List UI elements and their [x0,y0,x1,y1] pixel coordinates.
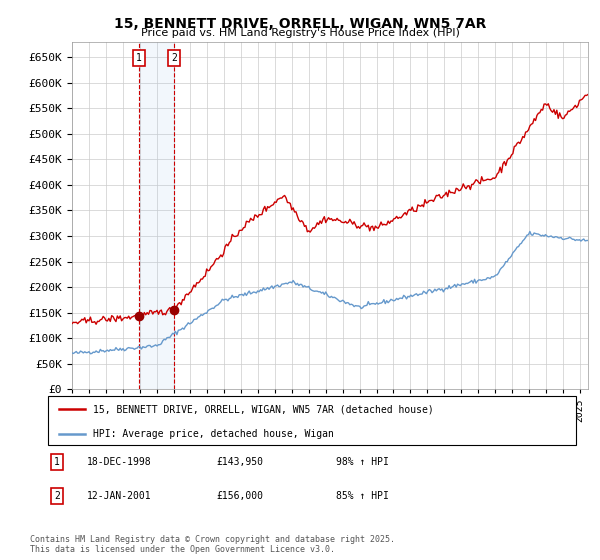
Text: 98% ↑ HPI: 98% ↑ HPI [336,457,389,467]
Text: HPI: Average price, detached house, Wigan: HPI: Average price, detached house, Wiga… [93,430,334,440]
Text: 18-DEC-1998: 18-DEC-1998 [87,457,152,467]
Text: 15, BENNETT DRIVE, ORRELL, WIGAN, WN5 7AR (detached house): 15, BENNETT DRIVE, ORRELL, WIGAN, WN5 7A… [93,404,434,414]
Text: 1: 1 [136,53,142,63]
FancyBboxPatch shape [48,396,576,445]
Text: £156,000: £156,000 [216,491,263,501]
Text: 85% ↑ HPI: 85% ↑ HPI [336,491,389,501]
Text: 2: 2 [54,491,60,501]
Bar [139,42,174,389]
Text: Contains HM Land Registry data © Crown copyright and database right 2025.
This d: Contains HM Land Registry data © Crown c… [30,535,395,554]
Text: 15, BENNETT DRIVE, ORRELL, WIGAN, WN5 7AR: 15, BENNETT DRIVE, ORRELL, WIGAN, WN5 7A… [114,17,486,31]
Text: 12-JAN-2001: 12-JAN-2001 [87,491,152,501]
Text: 2: 2 [171,53,177,63]
Text: Price paid vs. HM Land Registry's House Price Index (HPI): Price paid vs. HM Land Registry's House … [140,28,460,38]
Text: 1: 1 [54,457,60,467]
Text: £143,950: £143,950 [216,457,263,467]
